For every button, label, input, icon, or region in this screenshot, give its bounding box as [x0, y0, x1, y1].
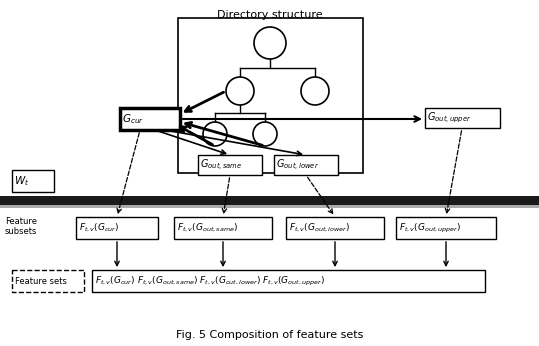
Bar [12, 170, 54, 192]
Text: $F_{t,v}(G_{out,same})$: $F_{t,v}(G_{out,same})$ [177, 222, 238, 234]
Circle shape [253, 122, 277, 146]
Bar [76, 217, 158, 239]
Circle shape [254, 27, 286, 59]
Text: $G_{out,lower}$: $G_{out,lower}$ [276, 157, 319, 173]
Bar [425, 108, 500, 128]
Bar [198, 155, 262, 175]
Bar [178, 18, 363, 173]
Text: $W_t$: $W_t$ [14, 174, 29, 188]
Bar [92, 270, 485, 292]
Circle shape [301, 77, 329, 105]
Bar [120, 108, 180, 130]
Text: Directory structure: Directory structure [217, 10, 323, 20]
Text: $F_{t,v}(G_{out,upper})$: $F_{t,v}(G_{out,upper})$ [399, 221, 461, 235]
Bar [0, 205, 539, 208]
Text: Feature
subsets: Feature subsets [5, 217, 37, 236]
Circle shape [226, 77, 254, 105]
Text: $F_{t,v}(G_{cur})$: $F_{t,v}(G_{cur})$ [79, 222, 119, 234]
Bar [274, 155, 338, 175]
Text: $G_{cur}$: $G_{cur}$ [122, 112, 144, 126]
Text: Feature sets: Feature sets [15, 276, 67, 285]
Bar [286, 217, 384, 239]
Bar [396, 217, 496, 239]
Bar [174, 217, 272, 239]
Text: $F_{t,v}(G_{cur})\ F_{t,v}(G_{out,same})\ F_{t,v}(G_{out,lower})\ F_{t,v}(G_{out: $F_{t,v}(G_{cur})\ F_{t,v}(G_{out,same})… [95, 274, 325, 288]
Text: $F_{t,v}(G_{out,lower})$: $F_{t,v}(G_{out,lower})$ [289, 222, 350, 234]
Text: $G_{out,same}$: $G_{out,same}$ [200, 157, 243, 173]
Bar [0, 196, 539, 205]
Circle shape [203, 122, 227, 146]
Bar [12, 270, 84, 292]
Text: $G_{out,upper}$: $G_{out,upper}$ [427, 111, 472, 125]
Text: Fig. 5 Composition of feature sets: Fig. 5 Composition of feature sets [176, 330, 364, 340]
